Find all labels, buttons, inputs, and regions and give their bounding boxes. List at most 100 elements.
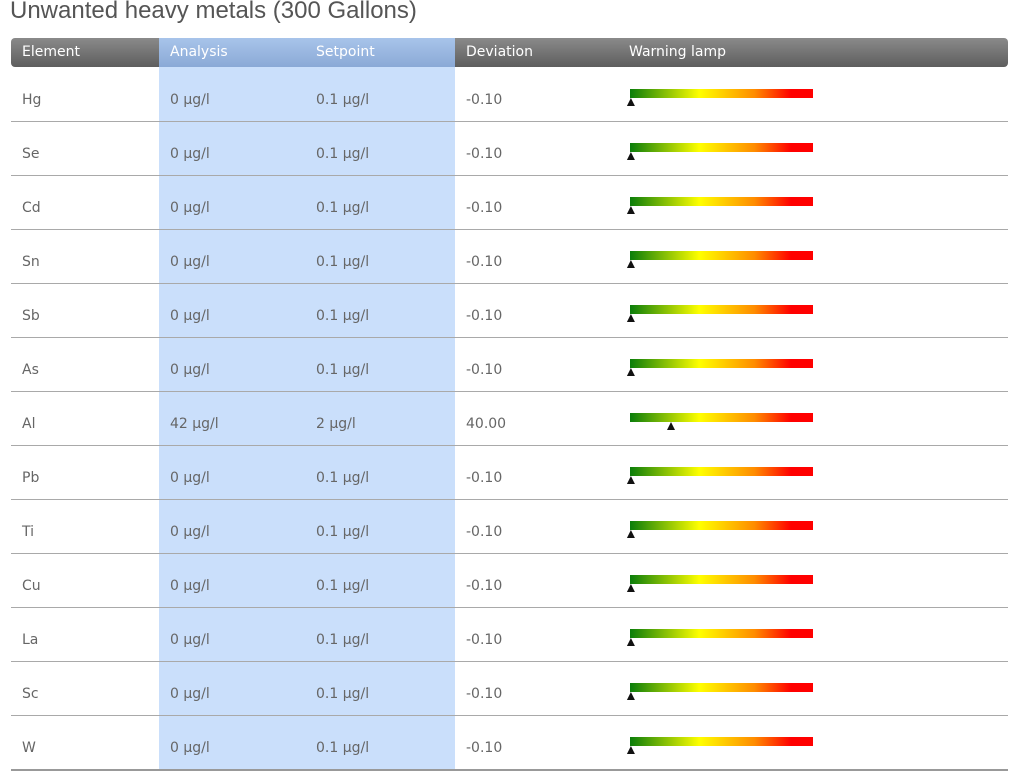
table-cell: -0.10	[466, 254, 503, 270]
lamp-bar	[630, 683, 813, 692]
table-row: Cu 0 µg/l 0.1 µg/l -0.10	[11, 554, 1008, 608]
warning-lamp	[626, 629, 813, 646]
column-header: Element	[22, 44, 80, 60]
lamp-marker	[626, 368, 635, 376]
lamp-bar	[630, 737, 813, 746]
lamp-bar	[630, 143, 813, 152]
lamp-marker	[626, 638, 635, 646]
table-cell: -0.10	[466, 308, 503, 324]
table-row: La 0 µg/l 0.1 µg/l -0.10	[11, 608, 1008, 662]
warning-lamp	[626, 143, 813, 160]
lamp-marker	[626, 260, 635, 268]
warning-lamp	[626, 359, 813, 376]
lamp-marker	[626, 152, 635, 160]
warning-lamp	[626, 305, 813, 322]
table-cell: -0.10	[466, 578, 503, 594]
table-cell: Ti	[22, 524, 35, 540]
table-row: Sb 0 µg/l 0.1 µg/l -0.10	[11, 284, 1008, 338]
table-cell: 0 µg/l	[170, 92, 210, 108]
table-cell: 0.1 µg/l	[316, 200, 370, 216]
table-cell: -0.10	[466, 686, 503, 702]
table-cell: 0.1 µg/l	[316, 146, 370, 162]
warning-lamp	[626, 89, 813, 106]
table-cell: 0 µg/l	[170, 146, 210, 162]
lamp-marker	[626, 98, 635, 106]
table-cell: 0.1 µg/l	[316, 686, 370, 702]
page-title: Unwanted heavy metals (300 Gallons)	[10, 0, 417, 24]
table-cell: Sb	[22, 308, 40, 324]
lamp-marker	[626, 314, 635, 322]
table-row: Sn 0 µg/l 0.1 µg/l -0.10	[11, 230, 1008, 284]
table-cell: -0.10	[466, 146, 503, 162]
table-row: Al 42 µg/l 2 µg/l 40.00	[11, 392, 1008, 446]
lamp-marker	[626, 476, 635, 484]
table-cell: 0 µg/l	[170, 740, 210, 756]
lamp-marker	[667, 422, 675, 430]
lamp-marker	[626, 206, 635, 214]
header-highlight	[159, 38, 455, 67]
table-cell: 0.1 µg/l	[316, 578, 370, 594]
lamp-bar	[630, 305, 813, 314]
table-cell: 0.1 µg/l	[316, 92, 370, 108]
column-header: Warning lamp	[629, 44, 727, 60]
lamp-bar	[630, 521, 813, 530]
warning-lamp	[626, 575, 813, 592]
table-cell: 0 µg/l	[170, 200, 210, 216]
lamp-bar	[630, 575, 813, 584]
lamp-bar	[630, 89, 813, 98]
lamp-marker	[626, 584, 635, 592]
table-row: Cd 0 µg/l 0.1 µg/l -0.10	[11, 176, 1008, 230]
table-cell: 0 µg/l	[170, 362, 210, 378]
lamp-bar	[630, 629, 813, 638]
table-cell: -0.10	[466, 740, 503, 756]
warning-lamp	[626, 251, 813, 268]
lamp-marker	[626, 692, 635, 700]
table-row: Ti 0 µg/l 0.1 µg/l -0.10	[11, 500, 1008, 554]
table-cell: 0 µg/l	[170, 308, 210, 324]
table-cell: 0.1 µg/l	[316, 632, 370, 648]
lamp-marker	[626, 746, 635, 754]
table-cell: Cu	[22, 578, 41, 594]
table-cell: As	[22, 362, 39, 378]
table-cell: W	[22, 740, 36, 756]
table-cell: 42 µg/l	[170, 416, 219, 432]
lamp-bar	[630, 359, 813, 368]
table-cell: 0.1 µg/l	[316, 470, 370, 486]
table-row: Se 0 µg/l 0.1 µg/l -0.10	[11, 122, 1008, 176]
table-cell: 0 µg/l	[170, 470, 210, 486]
table-cell: 0 µg/l	[170, 632, 210, 648]
table-cell: 0.1 µg/l	[316, 308, 370, 324]
table-row: Sc 0 µg/l 0.1 µg/l -0.10	[11, 662, 1008, 716]
table-cell: 0 µg/l	[170, 686, 210, 702]
warning-lamp	[626, 683, 813, 700]
table-cell: -0.10	[466, 92, 503, 108]
table-cell: La	[22, 632, 39, 648]
table-cell: Pb	[22, 470, 40, 486]
table-cell: -0.10	[466, 632, 503, 648]
table-cell: Sc	[22, 686, 39, 702]
warning-lamp	[630, 413, 813, 430]
lamp-marker	[626, 530, 635, 538]
table-cell: 2 µg/l	[316, 416, 356, 432]
table-cell: Al	[22, 416, 36, 432]
table-cell: 0 µg/l	[170, 578, 210, 594]
table-cell: 0 µg/l	[170, 254, 210, 270]
table-cell: -0.10	[466, 362, 503, 378]
table-header: Element Analysis Setpoint Deviation Warning …	[11, 38, 1008, 67]
table-row: As 0 µg/l 0.1 µg/l -0.10	[11, 338, 1008, 392]
lamp-bar	[630, 467, 813, 476]
table-cell: 0 µg/l	[170, 524, 210, 540]
table-cell: 0.1 µg/l	[316, 524, 370, 540]
table-cell: 0.1 µg/l	[316, 362, 370, 378]
table-cell: Se	[22, 146, 40, 162]
table-row: Pb 0 µg/l 0.1 µg/l -0.10	[11, 446, 1008, 500]
table-cell: Cd	[22, 200, 41, 216]
column-header: Analysis	[170, 44, 228, 60]
highlight-column	[159, 38, 455, 769]
lamp-bar	[630, 197, 813, 206]
warning-lamp	[626, 197, 813, 214]
table-cell: 40.00	[466, 416, 507, 432]
column-header: Deviation	[466, 44, 533, 60]
lamp-bar	[630, 251, 813, 260]
